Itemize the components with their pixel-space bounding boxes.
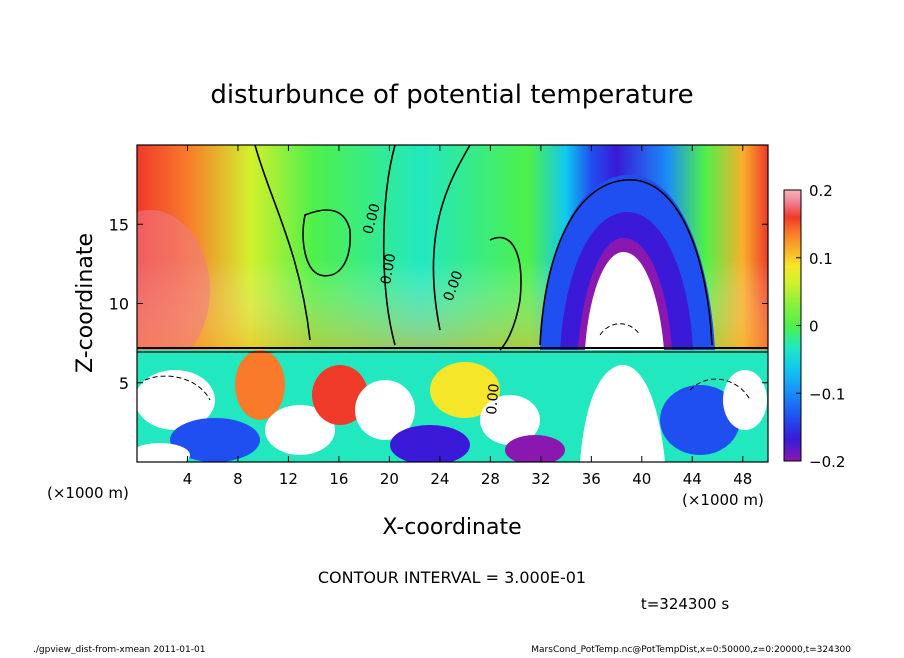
contour-interval: CONTOUR INTERVAL = 3.000E-01 xyxy=(318,568,586,587)
x-tick-label: 8 xyxy=(233,470,243,488)
chart-title: disturbunce of potential temperature xyxy=(210,80,693,110)
colorbar: 0.2 0.1 0 −0.1 −0.2 xyxy=(783,182,845,471)
x-tick-label: 44 xyxy=(683,470,702,488)
x-tick-label: 48 xyxy=(733,470,752,488)
x-tick-label: 16 xyxy=(329,470,348,488)
dashed-contours xyxy=(144,323,751,401)
x-tick-label: 12 xyxy=(279,470,298,488)
lower-blobs xyxy=(137,350,767,462)
plot-area xyxy=(137,145,768,462)
time-label: t=324300 s xyxy=(641,595,729,613)
x-tick-label: 28 xyxy=(481,470,500,488)
y-axis-label: Z-coordinate xyxy=(73,233,98,373)
footer-left: ./gpview_dist-from-xmean 2011-01-01 xyxy=(33,645,205,654)
contour-label-1: 0.00 xyxy=(360,202,384,236)
warm-anomaly-left xyxy=(137,210,210,370)
contour-label-4: 0.00 xyxy=(484,383,503,415)
y-axis-ticks: 5 10 15 xyxy=(109,215,768,393)
colorbar-tick-label: 0.2 xyxy=(809,182,833,200)
y-tick-label: 15 xyxy=(109,215,129,234)
x-tick-label: 36 xyxy=(582,470,601,488)
contour-label-2: 0.00 xyxy=(378,252,399,285)
colorbar-tick-label: 0 xyxy=(809,318,819,336)
y-tick-label: 5 xyxy=(119,374,129,393)
x-unit-right: (×1000 m) xyxy=(682,491,764,509)
y-tick-label: 10 xyxy=(109,295,129,314)
colorbar-tick-label: −0.2 xyxy=(809,453,845,471)
x-tick-label: 32 xyxy=(531,470,550,488)
x-tick-label: 24 xyxy=(430,470,449,488)
footer-right: MarsCond_PotTemp.nc@PotTempDist,x=0:5000… xyxy=(531,645,851,654)
x-tick-label: 20 xyxy=(380,470,399,488)
x-tick-label: 40 xyxy=(632,470,651,488)
colorbar-ticks: 0.2 0.1 0 −0.1 −0.2 xyxy=(796,182,845,471)
colorbar-tick-label: −0.1 xyxy=(809,385,845,403)
x-axis-label: X-coordinate xyxy=(382,515,521,540)
colorbar-tick-label: 0.1 xyxy=(809,250,833,268)
contours xyxy=(137,145,768,353)
x-axis-ticks: 4 8 12 16 20 24 28 32 36 40 44 48 xyxy=(183,145,752,488)
x-tick-label: 4 xyxy=(183,470,193,488)
x-unit-left: (×1000 m) xyxy=(47,484,129,502)
cold-dome-white xyxy=(585,251,664,350)
